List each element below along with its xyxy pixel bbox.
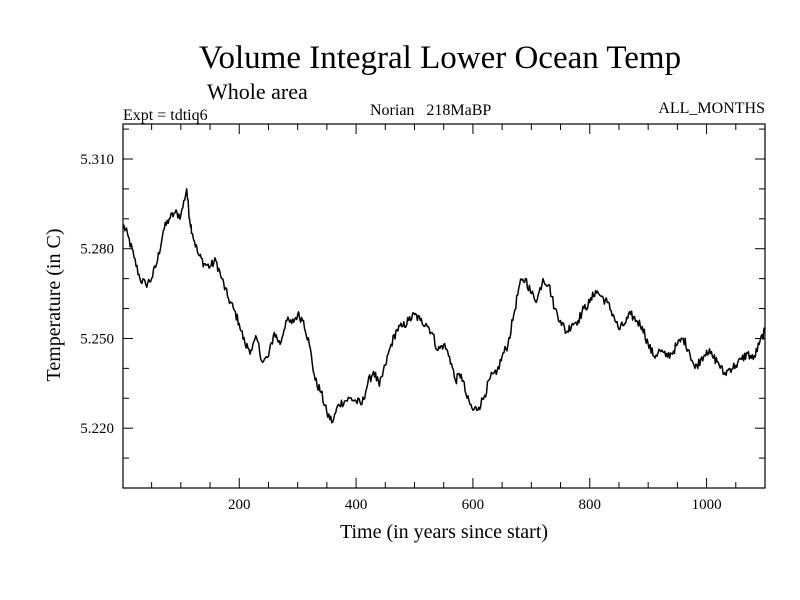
axis-ticks xyxy=(123,124,765,488)
x-tick-label: 200 xyxy=(228,497,251,513)
x-axis-label: Time (in years since start) xyxy=(340,521,548,543)
y-tick-label: 5.310 xyxy=(80,152,114,168)
x-tick-label: 800 xyxy=(578,497,601,513)
x-tick-label: 1000 xyxy=(692,497,722,513)
chart-subtitle: Whole area xyxy=(207,79,308,104)
experiment-label: Expt = tdtiq6 xyxy=(123,107,208,124)
y-tick-label: 5.220 xyxy=(80,421,114,437)
y-axis-label: Temperature (in C) xyxy=(43,229,65,382)
x-tick-label: 400 xyxy=(345,497,368,513)
chart-title: Volume Integral Lower Ocean Temp xyxy=(199,40,681,76)
y-tick-label: 5.280 xyxy=(80,242,114,258)
y-tick-label: 5.250 xyxy=(80,331,114,347)
stage-label: Norian 218MaBP xyxy=(370,102,491,119)
months-label: ALL_MONTHS xyxy=(658,100,765,117)
temperature-series-line xyxy=(122,188,766,424)
plot-frame xyxy=(122,123,766,489)
x-tick-label: 600 xyxy=(462,497,485,513)
axis-tick-labels: 200 400 600 800 1000 5.220 5.250 5.280 5.310 xyxy=(80,152,721,513)
